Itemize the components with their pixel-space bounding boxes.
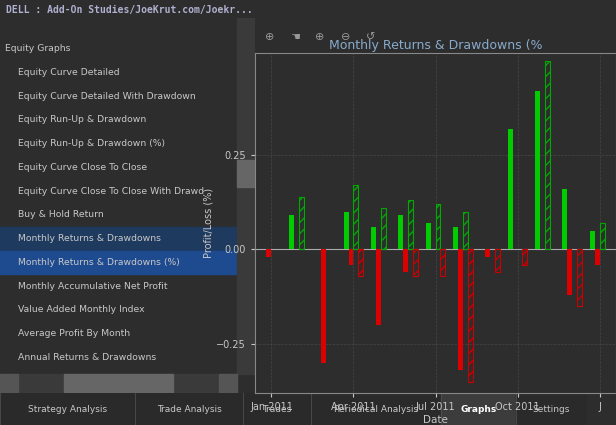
Bar bbox=[495, 249, 500, 272]
Text: Monthly Returns & Drawdowns: Monthly Returns & Drawdowns bbox=[18, 234, 161, 243]
Bar bbox=[381, 208, 386, 249]
Title: Monthly Returns & Drawdowns (%: Monthly Returns & Drawdowns (% bbox=[329, 39, 542, 52]
Bar bbox=[453, 227, 458, 249]
Bar bbox=[399, 215, 403, 249]
Text: Periodical Analysis: Periodical Analysis bbox=[334, 405, 418, 414]
Bar bbox=[299, 196, 304, 249]
Bar bbox=[219, 374, 237, 393]
Bar bbox=[344, 212, 349, 249]
Text: ⊕: ⊕ bbox=[265, 32, 274, 42]
Text: Equity Run-Up & Drawdown: Equity Run-Up & Drawdown bbox=[18, 115, 146, 125]
Bar bbox=[426, 223, 431, 249]
Text: Equity Curve Detailed: Equity Curve Detailed bbox=[18, 68, 120, 77]
Text: Average Profit By Month: Average Profit By Month bbox=[18, 329, 130, 338]
Bar bbox=[436, 204, 440, 249]
Bar bbox=[289, 215, 294, 249]
X-axis label: Date: Date bbox=[423, 415, 448, 425]
Bar bbox=[135, 393, 243, 425]
Text: Trade Analysis: Trade Analysis bbox=[156, 405, 221, 414]
Bar bbox=[545, 60, 550, 249]
Bar bbox=[267, 249, 272, 257]
Text: ☚: ☚ bbox=[290, 32, 300, 42]
Bar bbox=[599, 223, 604, 249]
Bar bbox=[243, 393, 311, 425]
Bar bbox=[376, 249, 381, 325]
Bar bbox=[463, 212, 468, 249]
Text: Monthly Returns & Drawdowns (%): Monthly Returns & Drawdowns (%) bbox=[18, 258, 180, 267]
Text: Monthly Accumulative Net Profit: Monthly Accumulative Net Profit bbox=[18, 282, 168, 291]
Bar bbox=[237, 161, 255, 187]
Bar bbox=[63, 374, 173, 393]
Bar bbox=[321, 249, 326, 363]
Bar bbox=[349, 249, 354, 264]
Text: Annual Returns & Drawdowns (%): Annual Returns & Drawdowns (%) bbox=[18, 377, 175, 385]
Bar bbox=[468, 249, 472, 382]
Y-axis label: Profit/Loss (%): Profit/Loss (%) bbox=[203, 188, 214, 258]
Bar bbox=[590, 230, 594, 249]
Bar bbox=[567, 249, 572, 295]
Text: Equity Run-Up & Drawdown (%): Equity Run-Up & Drawdown (%) bbox=[18, 139, 165, 148]
Bar bbox=[237, 18, 255, 374]
Bar bbox=[0, 250, 237, 274]
Bar bbox=[458, 249, 463, 370]
Bar bbox=[311, 393, 441, 425]
Text: Graphs: Graphs bbox=[460, 405, 496, 414]
Bar bbox=[485, 249, 490, 257]
Bar bbox=[577, 249, 582, 306]
Bar bbox=[0, 227, 237, 250]
Bar bbox=[516, 393, 586, 425]
Text: Equity Curve Close To Close: Equity Curve Close To Close bbox=[18, 163, 147, 172]
Text: Equity Curve Close To Close With Drawd: Equity Curve Close To Close With Drawd bbox=[18, 187, 204, 196]
Text: Trades: Trades bbox=[262, 405, 291, 414]
Bar bbox=[535, 91, 540, 249]
Bar bbox=[522, 249, 527, 264]
Text: Value Added Monthly Index: Value Added Monthly Index bbox=[18, 306, 145, 314]
Bar bbox=[354, 185, 359, 249]
Bar bbox=[413, 249, 418, 276]
Text: Settings: Settings bbox=[532, 405, 570, 414]
Bar bbox=[371, 227, 376, 249]
Bar bbox=[440, 249, 445, 276]
Bar bbox=[408, 200, 413, 249]
Bar bbox=[562, 189, 567, 249]
Bar bbox=[403, 249, 408, 272]
Text: Equity Curve Detailed With Drawdown: Equity Curve Detailed With Drawdown bbox=[18, 92, 196, 101]
Text: ↺: ↺ bbox=[366, 32, 375, 42]
Text: ⊖: ⊖ bbox=[341, 32, 350, 42]
Text: Annual Returns & Drawdowns: Annual Returns & Drawdowns bbox=[18, 353, 156, 362]
Bar bbox=[594, 249, 599, 264]
Bar bbox=[0, 393, 135, 425]
Text: ⊕: ⊕ bbox=[315, 32, 325, 42]
Bar bbox=[508, 128, 513, 249]
Text: Strategy Analysis: Strategy Analysis bbox=[28, 405, 107, 414]
Bar bbox=[441, 393, 516, 425]
Bar bbox=[0, 374, 237, 393]
Text: Buy & Hold Return: Buy & Hold Return bbox=[18, 210, 103, 219]
Bar bbox=[359, 249, 363, 276]
Text: DELL : Add-On Studies/JoeKrut.com/Joekr...: DELL : Add-On Studies/JoeKrut.com/Joekr.… bbox=[6, 5, 253, 15]
Text: Equity Graphs: Equity Graphs bbox=[5, 44, 71, 53]
Bar bbox=[0, 374, 18, 393]
